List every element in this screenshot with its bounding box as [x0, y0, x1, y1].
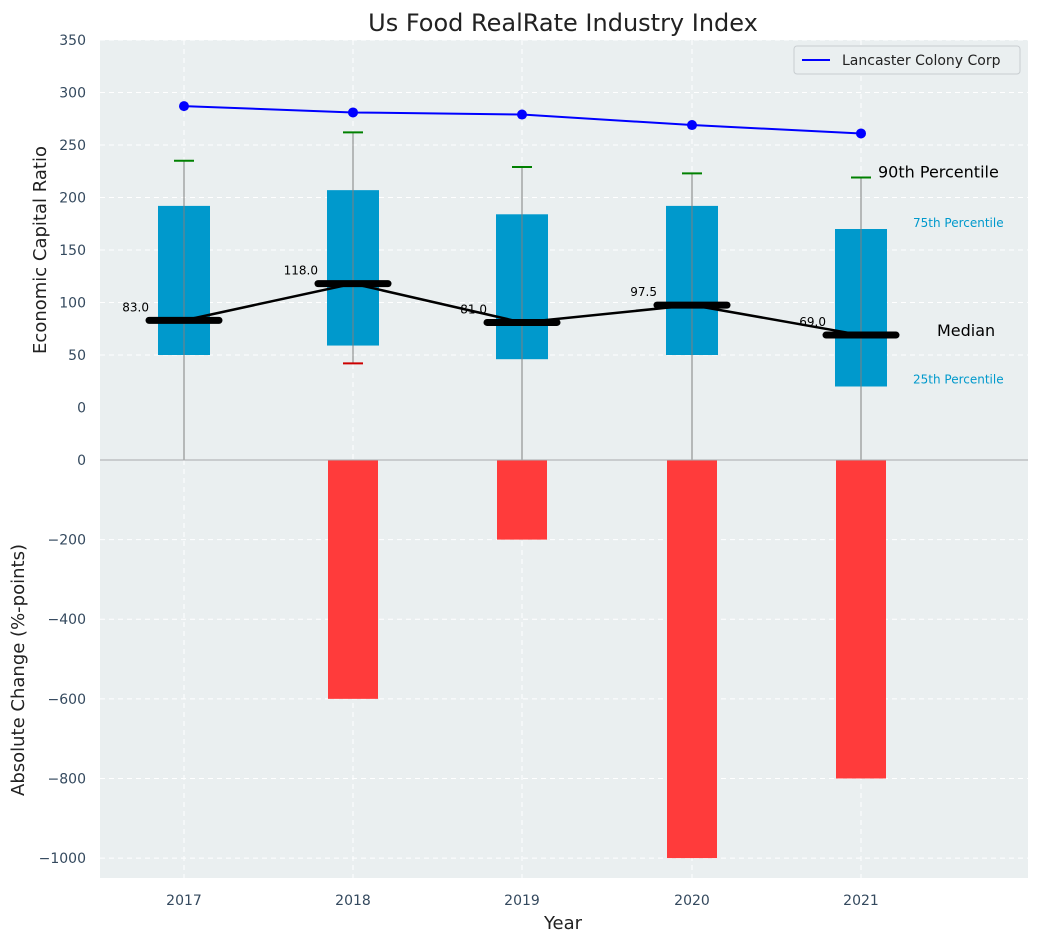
top-y-tick-label: 50 — [68, 348, 86, 364]
series-line-group — [179, 101, 866, 139]
x-tick-label-2018: 2018 — [335, 893, 371, 909]
top-y-tick-label: 100 — [59, 296, 86, 312]
legend: Lancaster Colony Corp — [793, 45, 1021, 75]
top-y-tick-label: 0 — [77, 401, 86, 417]
legend-frame — [793, 45, 1021, 75]
bottom-y-tick-label: −400 — [48, 612, 86, 628]
bottom-y-axis-title: Absolute Change (%-points) — [8, 544, 29, 796]
x-tick-label-2021: 2021 — [843, 893, 879, 909]
bottom-y-tick-label: −1000 — [39, 851, 86, 867]
top-y-tick-label: 350 — [59, 33, 86, 49]
median-label-2020: 97.5 — [630, 285, 657, 299]
change-bar-2020 — [667, 460, 717, 859]
top-y-ticks: 0 50 100 150 200 250 300 350 — [59, 33, 86, 417]
change-bar-2019 — [497, 460, 547, 540]
bottom-y-tick-label: −800 — [48, 771, 86, 787]
annotation-90th-percentile: 90th Percentile — [878, 163, 999, 182]
x-tick-label-2020: 2020 — [674, 893, 710, 909]
annotation-median: Median — [937, 321, 995, 340]
bottom-y-tick-label: −600 — [48, 692, 86, 708]
bottom-panel: 0 −200 −400 −600 −800 −1000 Absolute Change (… — [8, 453, 1028, 878]
change-bar-2018 — [328, 460, 378, 699]
box-plot: 83.0 118.0 81.0 97.5 69.0 — [122, 131, 900, 460]
x-axis-title: Year — [543, 913, 583, 934]
top-y-tick-label: 150 — [59, 243, 86, 259]
bottom-y-tick-label: 0 — [77, 453, 86, 469]
median-label-2021: 69.0 — [799, 315, 826, 329]
change-bars — [328, 460, 886, 859]
x-ticks: 2017 2018 2019 2020 2021 — [166, 893, 879, 909]
change-bar-2021 — [836, 460, 886, 779]
median-label-2017: 83.0 — [122, 300, 149, 314]
x-tick-label-2019: 2019 — [504, 893, 540, 909]
annotation-75th-percentile: 75th Percentile — [913, 216, 1004, 230]
top-y-tick-label: 300 — [59, 86, 86, 102]
chart-title: Us Food RealRate Industry Index — [368, 9, 758, 37]
annotation-25th-percentile: 25th Percentile — [913, 373, 1004, 387]
series-point-2021 — [856, 128, 866, 139]
series-point-2019 — [517, 109, 527, 120]
series-point-2017 — [179, 101, 189, 112]
top-y-tick-label: 250 — [59, 138, 86, 154]
median-label-2019: 81.0 — [460, 302, 487, 316]
series-point-2018 — [348, 107, 358, 118]
top-y-tick-label: 200 — [59, 191, 86, 207]
bottom-plot-background — [100, 460, 1028, 878]
bottom-y-tick-label: −200 — [48, 533, 86, 549]
series-point-2020 — [687, 120, 697, 131]
top-panel: 0 50 100 150 200 250 300 350 83.0 118.0 81.0 97.5 6… — [30, 33, 1028, 460]
legend-entry-lancaster: Lancaster Colony Corp — [842, 53, 1001, 69]
bottom-y-ticks: 0 −200 −400 −600 −800 −1000 — [39, 453, 86, 867]
x-tick-label-2017: 2017 — [166, 893, 202, 909]
top-y-axis-title: Economic Capital Ratio — [30, 146, 51, 354]
median-label-2018: 118.0 — [284, 264, 318, 278]
percentile-annotations: 90th Percentile 75th Percentile Median 25th… — [878, 163, 1004, 387]
